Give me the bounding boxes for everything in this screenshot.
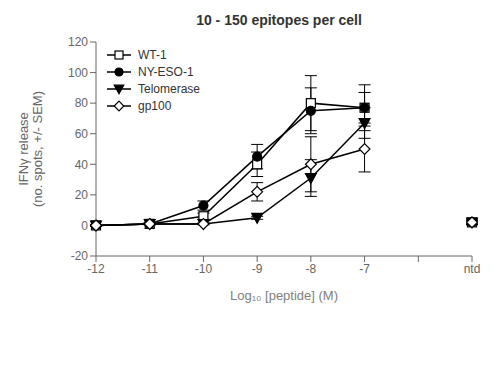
svg-text:-11: -11 xyxy=(141,262,158,276)
svg-text:-12: -12 xyxy=(87,262,105,276)
svg-text:IFNγ release(no. spots, +/- SE: IFNγ release(no. spots, +/- SEM) xyxy=(16,91,45,207)
html-text:WT-1: WT-1 xyxy=(138,47,167,62)
html-text:NY-ESO-1: NY-ESO-1 xyxy=(138,64,194,79)
svg-text:60: 60 xyxy=(75,127,89,141)
svg-text:-7: -7 xyxy=(359,262,370,276)
svg-text:40: 40 xyxy=(75,158,89,172)
svg-text:0: 0 xyxy=(81,219,88,233)
svg-text:Log₁₀ [peptide] (M): Log₁₀ [peptide] (M) xyxy=(230,288,338,303)
svg-text:-10: -10 xyxy=(195,262,213,276)
svg-text:-8: -8 xyxy=(306,262,317,276)
svg-text:-9: -9 xyxy=(252,262,263,276)
html-text:gp100: gp100 xyxy=(138,98,172,113)
svg-text:-20: -20 xyxy=(71,249,89,263)
html-text:10 - 150 epitopes per cell: 10 - 150 epitopes per cell xyxy=(196,12,362,28)
svg-text:120: 120 xyxy=(68,35,88,49)
html-text:Telomerase: Telomerase xyxy=(138,81,200,96)
svg-text:ntd: ntd xyxy=(464,262,481,276)
svg-text:80: 80 xyxy=(75,96,89,110)
svg-text:20: 20 xyxy=(75,188,89,202)
svg-text:100: 100 xyxy=(68,66,88,80)
